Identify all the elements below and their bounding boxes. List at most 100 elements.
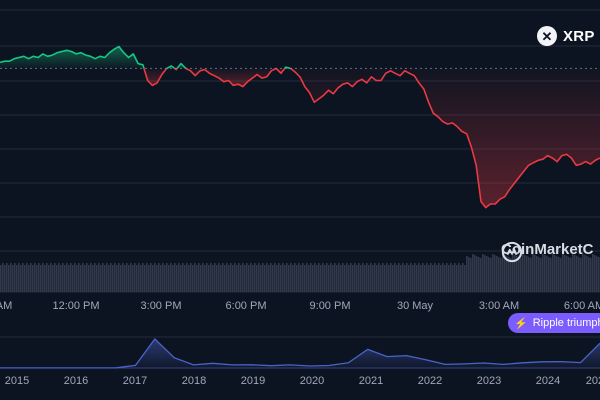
- volume-bar: [478, 257, 480, 292]
- volume-bar: [256, 265, 258, 292]
- volume-bar: [22, 263, 24, 292]
- volume-bar: [384, 265, 386, 292]
- volume-bar: [348, 265, 350, 292]
- volume-bar: [460, 265, 462, 292]
- coin-symbol: XRP: [563, 27, 595, 45]
- volume-bar: [446, 263, 448, 292]
- volume-bar: [166, 263, 168, 292]
- volume-bar: [352, 265, 354, 292]
- volume-bar: [272, 265, 274, 292]
- volume-bar: [122, 263, 124, 292]
- volume-bar: [326, 263, 328, 292]
- volume-bar: [548, 257, 550, 292]
- volume-bar: [16, 265, 18, 292]
- volume-bar: [532, 254, 534, 292]
- volume-bar: [206, 263, 208, 292]
- volume-bar: [262, 263, 264, 292]
- coin-badge[interactable]: ✕ XRP ✕: [531, 22, 600, 50]
- volume-bar: [38, 263, 40, 292]
- history-line: [0, 338, 600, 369]
- volume-bar: [426, 263, 428, 292]
- volume-bar: [494, 255, 496, 292]
- volume-bar: [162, 263, 164, 292]
- volume-bar: [240, 265, 242, 292]
- volume-bar: [520, 258, 522, 292]
- volume-bar: [570, 258, 572, 292]
- volume-bar: [334, 263, 336, 292]
- volume-bar: [594, 255, 596, 292]
- volume-bar: [330, 263, 332, 292]
- volume-bar: [174, 263, 176, 292]
- volume-bar: [224, 265, 226, 292]
- volume-bar: [198, 263, 200, 292]
- x-tick-label: 9:00 PM: [310, 300, 351, 312]
- volume-bar: [308, 265, 310, 292]
- volume-bar: [402, 263, 404, 292]
- history-year-label: 2018: [182, 375, 206, 387]
- volume-bar: [424, 265, 426, 292]
- volume-bar: [180, 265, 182, 292]
- volume-bar: [292, 265, 294, 292]
- volume-bar: [578, 257, 580, 292]
- volume-bar: [574, 255, 576, 292]
- volume-bar: [502, 254, 504, 292]
- volume-bar: [36, 265, 38, 292]
- volume-bar: [522, 254, 524, 292]
- volume-bar: [406, 263, 408, 292]
- volume-bar: [2, 263, 4, 292]
- volume-bar: [556, 256, 558, 292]
- volume-bar: [186, 263, 188, 292]
- news-event-pill[interactable]: ⚡ Ripple triumphs a: [508, 313, 600, 333]
- volume-bar: [228, 265, 230, 292]
- volume-bar: [542, 254, 544, 292]
- volume-bar: [24, 265, 26, 292]
- volume-bar: [298, 263, 300, 292]
- volume-bars: [0, 254, 600, 292]
- volume-bar: [144, 265, 146, 292]
- volume-bar: [392, 265, 394, 292]
- volume-bar: [10, 263, 12, 292]
- x-tick-label: AM: [0, 300, 12, 312]
- volume-bar: [362, 263, 364, 292]
- loss-area: [290, 68, 600, 208]
- volume-bar: [496, 256, 498, 292]
- gain-area: [0, 46, 144, 69]
- price-line-down: [143, 67, 168, 87]
- volume-bar: [192, 265, 194, 292]
- x-tick-label: 3:00 AM: [479, 300, 519, 312]
- volume-bar: [550, 258, 552, 292]
- history-navigator[interactable]: [0, 336, 600, 369]
- loss-area: [144, 68, 167, 86]
- volume-bar: [442, 263, 444, 292]
- volume-bar: [150, 263, 152, 292]
- volume-bar: [444, 265, 446, 292]
- volume-bar: [488, 257, 490, 292]
- coinmarketcap-watermark: CoinMarketC: [501, 241, 594, 263]
- volume-bar: [462, 263, 464, 292]
- volume-bar: [70, 263, 72, 292]
- history-year-label: 2025: [586, 375, 600, 387]
- volume-bar: [32, 265, 34, 292]
- volume-bar: [566, 256, 568, 292]
- volume-bar: [164, 265, 166, 292]
- watermark-text: CoinMarketC: [501, 241, 594, 258]
- x-tick-label: 6:00 PM: [226, 300, 267, 312]
- volume-bar: [316, 265, 318, 292]
- volume-bar: [116, 265, 118, 292]
- volume-bar: [168, 265, 170, 292]
- volume-bar: [320, 265, 322, 292]
- volume-bar: [268, 265, 270, 292]
- volume-bar: [258, 263, 260, 292]
- volume-bar: [152, 265, 154, 292]
- volume-bar: [390, 263, 392, 292]
- volume-bar: [126, 263, 128, 292]
- volume-bar: [474, 255, 476, 292]
- volume-bar: [530, 258, 532, 292]
- volume-bar: [120, 265, 122, 292]
- volume-bar: [562, 254, 564, 292]
- volume-bar: [514, 255, 516, 292]
- volume-bar: [34, 263, 36, 292]
- volume-bar: [244, 265, 246, 292]
